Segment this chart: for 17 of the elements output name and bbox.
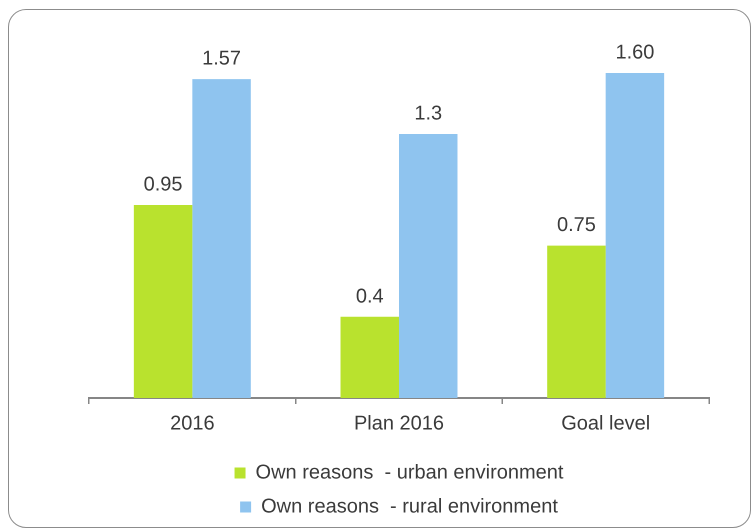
data-label: 1.3 (414, 102, 442, 124)
bar (606, 73, 664, 398)
data-label: 0.4 (356, 285, 384, 308)
bar (134, 205, 192, 398)
x-tick-label: Plan 2016 (354, 412, 444, 435)
legend-label: Own reasons - rural environment (261, 496, 558, 518)
data-label: 1.60 (615, 42, 654, 64)
data-label: 0.75 (556, 214, 596, 236)
data-label: 1.57 (202, 48, 242, 70)
x-tick-label: 2016 (170, 412, 215, 435)
legend-label: Own reasons - urban environment (256, 462, 564, 484)
bar (192, 79, 251, 398)
bar (547, 246, 606, 398)
bar (340, 316, 399, 398)
bar (399, 134, 458, 398)
data-label: 0.95 (144, 174, 183, 196)
x-tick-label: Goal level (561, 412, 650, 435)
